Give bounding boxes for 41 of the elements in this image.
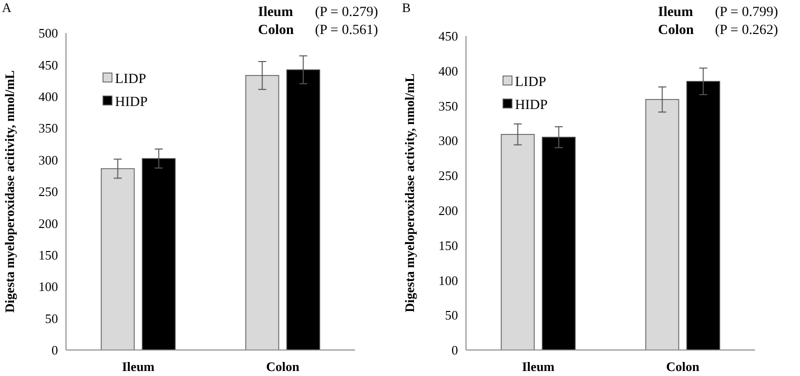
- annotation: (P = 0.561): [315, 23, 378, 38]
- legend-label: HIDP: [115, 94, 148, 110]
- y-tick-label: 450: [38, 57, 58, 72]
- annotation: Colon: [658, 23, 694, 38]
- y-tick-label: 150: [438, 238, 458, 253]
- y-tick-label: 200: [38, 216, 58, 231]
- y-tick-label: 250: [438, 168, 458, 184]
- x-tick-label: Colon: [266, 359, 300, 374]
- y-axis-title: Digesta myeloperoxidase activity, nmol/mL: [402, 73, 417, 312]
- y-tick-label: 350: [38, 120, 58, 136]
- y-tick-label: 100: [38, 279, 58, 294]
- y-tick-label: 50: [45, 310, 58, 326]
- y-tick-label: 100: [438, 272, 458, 288]
- legend-label: LIDP: [115, 72, 146, 87]
- y-tick-label: 150: [38, 247, 58, 262]
- y-tick-label: 300: [38, 152, 58, 168]
- legend-label: LIDP: [515, 74, 546, 90]
- y-tick-label: 400: [438, 63, 458, 78]
- annotation: (P = 0.262): [715, 23, 778, 38]
- y-tick-label: 0: [452, 342, 458, 358]
- y-tick-label: 350: [438, 98, 458, 114]
- text: (P = 0.279): [315, 5, 378, 20]
- y-tick-label: 450: [438, 28, 458, 44]
- text: Ileum: [258, 5, 294, 20]
- y-axis-title: Digesta myeloperoxidase acitivity, nmol/mL: [2, 70, 17, 313]
- y-tick-label: 0: [52, 342, 58, 358]
- annotation: Colon: [258, 23, 294, 38]
- y-tick-label: 400: [38, 88, 58, 104]
- text: (P = 0.799): [715, 5, 778, 20]
- y-tick-label: 50: [445, 308, 458, 323]
- y-tick-label: 300: [438, 133, 458, 148]
- legend-label: HIDP: [515, 98, 548, 113]
- chart-title: B: [402, 0, 411, 15]
- x-tick-label: Colon: [666, 359, 700, 374]
- y-tick-label: 200: [438, 202, 458, 218]
- y-tick-label: 500: [38, 26, 58, 41]
- text: Ileum: [658, 5, 694, 20]
- x-tick-label: Ileum: [122, 359, 155, 374]
- chart-title: A: [2, 0, 12, 15]
- x-tick-label: Ileum: [522, 359, 555, 374]
- y-tick-label: 250: [38, 184, 58, 200]
